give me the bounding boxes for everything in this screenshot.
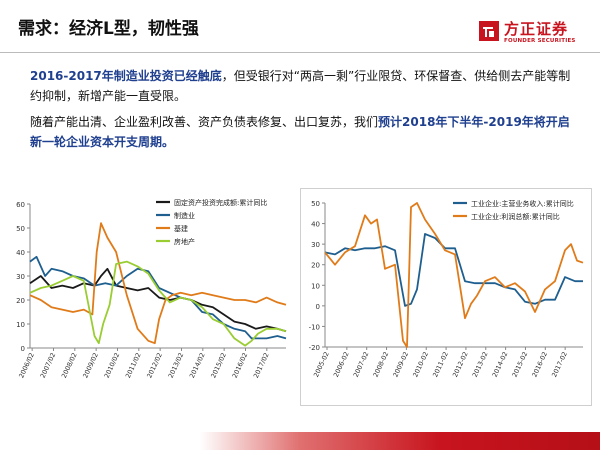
paragraph-2-highlight: 预计2018年下半年-2019年将开启新一轮企业资本开支周期。 bbox=[30, 115, 570, 149]
header-divider bbox=[0, 52, 600, 53]
series-line-2 bbox=[324, 202, 584, 348]
legend-label: 基建 bbox=[174, 224, 188, 233]
y-tick-label: 40 bbox=[311, 221, 320, 229]
investment-growth-chart-svg: 0 10 20 30 40 50 60 2006/02 2007/02 2008/02 2009/0… bbox=[16, 198, 287, 379]
x-tick-label: 2009-02 bbox=[391, 350, 410, 378]
page-title: 需求：经济L型，韧性强 bbox=[18, 19, 199, 39]
legend-label: 工业企业:利润总额:累计同比 bbox=[471, 212, 560, 221]
x-tick-label: 2006/02 bbox=[17, 351, 36, 379]
logo-mark-icon bbox=[479, 21, 499, 41]
legend-label: 工业企业:主营业务收入:累计同比 bbox=[471, 199, 574, 208]
x-tick-label: 2013-02 bbox=[471, 350, 490, 378]
series-line-2 bbox=[29, 255, 287, 340]
y-tick-label: 0 bbox=[316, 303, 320, 311]
x-tick-label: 2009/02 bbox=[81, 351, 100, 379]
y-tick-label: 60 bbox=[16, 201, 25, 209]
legend-label: 制造业 bbox=[174, 211, 195, 220]
x-tick-label: 2015/02 bbox=[209, 351, 228, 379]
y-tick-label: -10 bbox=[309, 323, 320, 331]
series-line-3 bbox=[29, 222, 287, 345]
x-tick-label: 2014/02 bbox=[188, 351, 207, 379]
legend-label: 固定资产投资完成额:累计同比 bbox=[174, 198, 267, 207]
y-tick-label: 50 bbox=[16, 225, 25, 233]
x-tick-label: 2010-02 bbox=[411, 350, 430, 378]
logo-name: 方正证券 bbox=[504, 20, 569, 38]
y-tick-label: 20 bbox=[16, 297, 25, 305]
x-tick-label: 2017/02 bbox=[252, 351, 271, 379]
x-tick-label: 2007-02 bbox=[352, 350, 371, 378]
x-tick-label: 2005-02 bbox=[312, 350, 331, 378]
x-tick-label: 2012/02 bbox=[145, 351, 164, 379]
y-tick-label: 10 bbox=[16, 321, 25, 329]
y-tick-label: -20 bbox=[309, 344, 320, 352]
y-tick-label: 20 bbox=[311, 262, 320, 270]
footer-accent-bar bbox=[200, 432, 600, 450]
x-tick-label: 2017-02 bbox=[550, 350, 569, 378]
x-tick-label: 2016/02 bbox=[231, 351, 250, 379]
x-tick-label: 2012-02 bbox=[451, 350, 470, 378]
y-tick-label: 30 bbox=[16, 273, 25, 281]
y-tick-label: 30 bbox=[311, 241, 320, 249]
paragraph-1: 2016-2017年制造业投资已经触底，但受银行对“两高一剩”行业限贷、环保督查… bbox=[30, 66, 580, 106]
paragraph-2: 随着产能出清、企业盈利改善、资产负债表修复、出口复苏，我们预计2018年下半年-… bbox=[30, 112, 580, 152]
industrial-enterprise-chart: -20 -10 0 10 20 30 40 50 2005-02 2006-02 2007-02 20… bbox=[300, 188, 592, 406]
logo-english-name: FOUNDER SECURITIES bbox=[504, 38, 576, 44]
x-tick-label: 2011-02 bbox=[431, 350, 450, 378]
x-tick-label: 2010/02 bbox=[103, 351, 122, 379]
x-tick-label: 2006-02 bbox=[332, 350, 351, 378]
series-line-4 bbox=[29, 260, 287, 347]
x-tick-label: 2008/02 bbox=[60, 351, 79, 379]
investment-growth-chart: 0 10 20 30 40 50 60 2006/02 2007/02 2008/02 2009/0… bbox=[14, 190, 294, 400]
paragraph-2-text: 随着产能出清、企业盈利改善、资产负债表修复、出口复苏，我们 bbox=[30, 115, 379, 129]
founder-securities-logo: 方正证券 FOUNDER SECURITIES bbox=[478, 18, 588, 50]
paragraph-1-text: ，但受银行对“两高一剩”行业限贷、环保督查、供给侧去产能等制约抑制，新增产能一直… bbox=[30, 69, 571, 103]
x-tick-label: 2013/02 bbox=[167, 351, 186, 379]
x-tick-label: 2008-02 bbox=[372, 350, 391, 378]
x-tick-label: 2011/02 bbox=[124, 351, 143, 379]
y-tick-label: 50 bbox=[311, 200, 320, 208]
y-tick-label: 40 bbox=[16, 249, 25, 257]
y-tick-label: 10 bbox=[311, 282, 320, 290]
series-line-1 bbox=[324, 233, 583, 307]
x-tick-label: 2016-02 bbox=[530, 350, 549, 378]
x-tick-label: 2014-02 bbox=[491, 350, 510, 378]
legend-label: 房地产 bbox=[174, 237, 195, 246]
x-tick-label: 2015-02 bbox=[511, 350, 530, 378]
paragraph-1-highlight: 2016-2017年制造业投资已经触底 bbox=[30, 69, 222, 83]
x-tick-label: 2007/02 bbox=[39, 351, 58, 379]
y-tick-label: 0 bbox=[21, 345, 25, 353]
series-line-1 bbox=[29, 267, 287, 333]
